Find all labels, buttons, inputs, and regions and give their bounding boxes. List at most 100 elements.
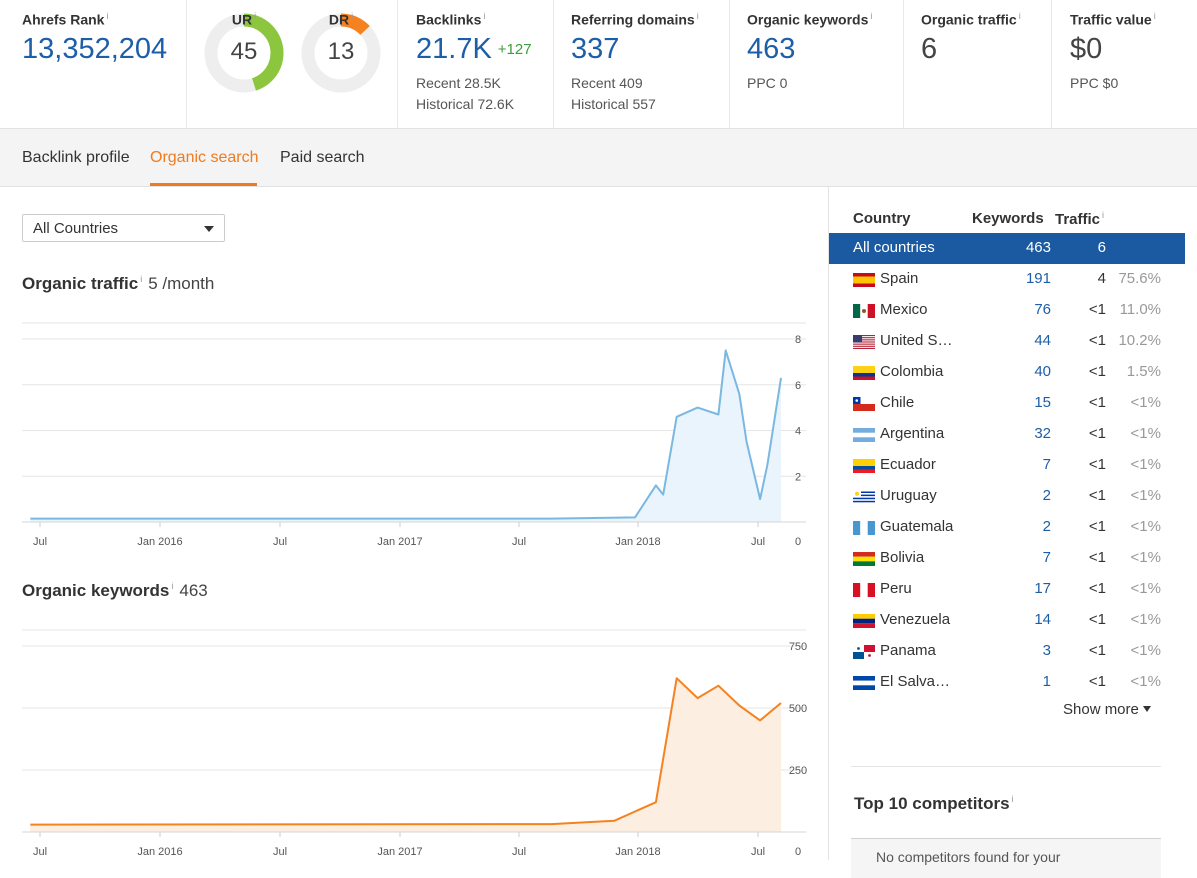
country-name[interactable]: Chile <box>880 394 915 411</box>
country-row[interactable]: Spain 191 4 75.6% <box>829 264 1185 295</box>
country-keywords[interactable]: 2 <box>1042 487 1051 504</box>
country-keywords[interactable]: 17 <box>1034 580 1051 597</box>
country-name[interactable]: Panama <box>880 642 936 659</box>
country-traffic-share: <1% <box>1130 611 1161 628</box>
country-traffic: <1 <box>1088 301 1106 318</box>
country-traffic-share: 75.6% <box>1118 270 1161 287</box>
show-more-button[interactable]: Show more <box>1063 701 1151 718</box>
referring-domains-value[interactable]: 337 <box>571 33 620 65</box>
series-area <box>30 678 782 832</box>
info-icon[interactable]: i <box>696 11 699 21</box>
country-row[interactable]: Mexico 76 <1 11.0% <box>829 295 1185 326</box>
country-keywords[interactable]: 7 <box>1042 456 1051 473</box>
country-traffic: <1 <box>1088 611 1106 628</box>
country-traffic-share: 10.2% <box>1118 332 1161 349</box>
country-row[interactable]: El Salva… 1 <1 <1% <box>829 667 1185 698</box>
info-icon[interactable]: i <box>870 11 873 21</box>
flag-icon <box>853 676 875 690</box>
column-header-country: Country <box>853 210 911 227</box>
country-keywords[interactable]: 44 <box>1034 332 1051 349</box>
country-name[interactable]: Argentina <box>880 425 945 442</box>
y-tick-label: 2 <box>795 471 801 483</box>
country-name[interactable]: Ecuador <box>880 456 936 473</box>
info-icon[interactable]: i <box>171 581 174 592</box>
backlinks-value[interactable]: 21.7K <box>416 33 492 65</box>
organic-keywords-chart[interactable]: 750 500 250 0 Jul Jan 2016 Jul Jan 2017 Jul Jan 2… <box>0 622 826 860</box>
country-row[interactable]: Chile 15 <1 <1% <box>829 388 1185 419</box>
info-icon[interactable]: i <box>254 11 257 21</box>
country-traffic: <1 <box>1088 487 1106 504</box>
country-keywords[interactable]: 191 <box>1025 270 1051 287</box>
report-tabs: Backlink profile Organic search Paid sea… <box>0 129 1197 187</box>
country-keywords[interactable]: 2 <box>1042 518 1051 535</box>
info-icon[interactable]: i <box>483 11 486 21</box>
y-tick-label: 250 <box>789 765 807 777</box>
tab-organic-search[interactable]: Organic search <box>150 149 259 166</box>
country-keywords[interactable]: 32 <box>1034 425 1051 442</box>
info-icon[interactable]: i <box>351 11 354 21</box>
country-name[interactable]: Colombia <box>880 363 944 380</box>
triangle-down-icon <box>1142 706 1151 712</box>
country-name[interactable]: All countries <box>853 239 935 256</box>
country-row[interactable]: Guatemala 2 <1 <1% <box>829 512 1185 543</box>
country-row[interactable]: Peru 17 <1 <1% <box>829 574 1185 605</box>
organic-traffic-chart[interactable]: 8 6 4 2 0 Jul Jan 2016 Jul Jan 2017 Jul Jan 2018 Ju… <box>0 315 826 555</box>
flag-icon <box>853 552 875 566</box>
info-icon[interactable]: i <box>1011 794 1014 805</box>
country-row[interactable]: Argentina 32 <1 <1% <box>829 419 1185 450</box>
info-icon[interactable]: i <box>140 274 143 285</box>
country-keywords[interactable]: 15 <box>1034 394 1051 411</box>
country-traffic-share: <1% <box>1130 456 1161 473</box>
flag-icon <box>853 490 875 504</box>
country-row[interactable]: United S… 44 <1 10.2% <box>829 326 1185 357</box>
country-row[interactable]: Panama 3 <1 <1% <box>829 636 1185 667</box>
country-row[interactable]: Colombia 40 <1 1.5% <box>829 357 1185 388</box>
info-icon[interactable]: i <box>1102 210 1105 220</box>
country-traffic: <1 <box>1088 394 1106 411</box>
country-name[interactable]: Peru <box>880 580 912 597</box>
info-icon[interactable]: i <box>1018 11 1021 21</box>
metric-label: Traffic value <box>1070 11 1152 28</box>
country-row-all[interactable]: All countries 463 6 <box>829 233 1185 264</box>
country-name[interactable]: Uruguay <box>880 487 937 504</box>
metric-label: Organic traffic <box>921 11 1017 28</box>
country-keywords[interactable]: 3 <box>1042 642 1051 659</box>
ur-label: UR <box>231 11 253 28</box>
country-row[interactable]: Bolivia 7 <1 <1% <box>829 543 1185 574</box>
country-name[interactable]: Venezuela <box>880 611 951 628</box>
country-traffic: <1 <box>1088 642 1106 659</box>
tab-backlink-profile[interactable]: Backlink profile <box>22 149 130 166</box>
country-row[interactable]: Venezuela 14 <1 <1% <box>829 605 1185 636</box>
country-keywords[interactable]: 1 <box>1042 673 1051 690</box>
metric-ahrefs-rank: Ahrefs Rank i 13,352,204 <box>0 0 187 129</box>
dr-gauge-fill <box>301 13 381 93</box>
country-name[interactable]: Bolivia <box>880 549 925 566</box>
metric-label: Ahrefs Rank <box>22 11 105 28</box>
country-row[interactable]: Uruguay 2 <1 <1% <box>829 481 1185 512</box>
info-icon[interactable]: i <box>1153 11 1156 21</box>
country-keywords[interactable]: 76 <box>1034 301 1051 318</box>
country-name[interactable]: United S… <box>880 332 953 349</box>
country-name[interactable]: Spain <box>880 270 919 287</box>
dr-gauge <box>301 13 381 93</box>
y-tick-label: 500 <box>789 703 807 715</box>
ahrefs-rank-value[interactable]: 13,352,204 <box>22 33 168 65</box>
country-keywords[interactable]: 40 <box>1034 363 1051 380</box>
country-keywords[interactable]: 7 <box>1042 549 1051 566</box>
country-name[interactable]: Guatemala <box>880 518 954 535</box>
country-traffic-share: <1% <box>1130 642 1161 659</box>
country-name[interactable]: Mexico <box>880 301 928 318</box>
country-row[interactable]: Ecuador 7 <1 <1% <box>829 450 1185 481</box>
country-keywords[interactable]: 463 <box>1025 239 1051 256</box>
tab-paid-search[interactable]: Paid search <box>280 149 365 166</box>
x-tick-label: Jan 2016 <box>137 846 182 858</box>
country-filter-select[interactable]: All Countries <box>22 214 225 242</box>
ur-value: 45 <box>230 38 258 65</box>
y-tick-label: 0 <box>795 846 801 858</box>
country-traffic-share: <1% <box>1130 487 1161 504</box>
organic-keywords-value[interactable]: 463 <box>747 33 796 65</box>
info-icon[interactable]: i <box>106 11 109 21</box>
country-keywords[interactable]: 14 <box>1034 611 1051 628</box>
metrics-bar: Ahrefs Rank i 13,352,204 UR i 45 DR i 13 Ba… <box>0 0 1197 129</box>
country-name[interactable]: El Salva… <box>880 673 951 690</box>
